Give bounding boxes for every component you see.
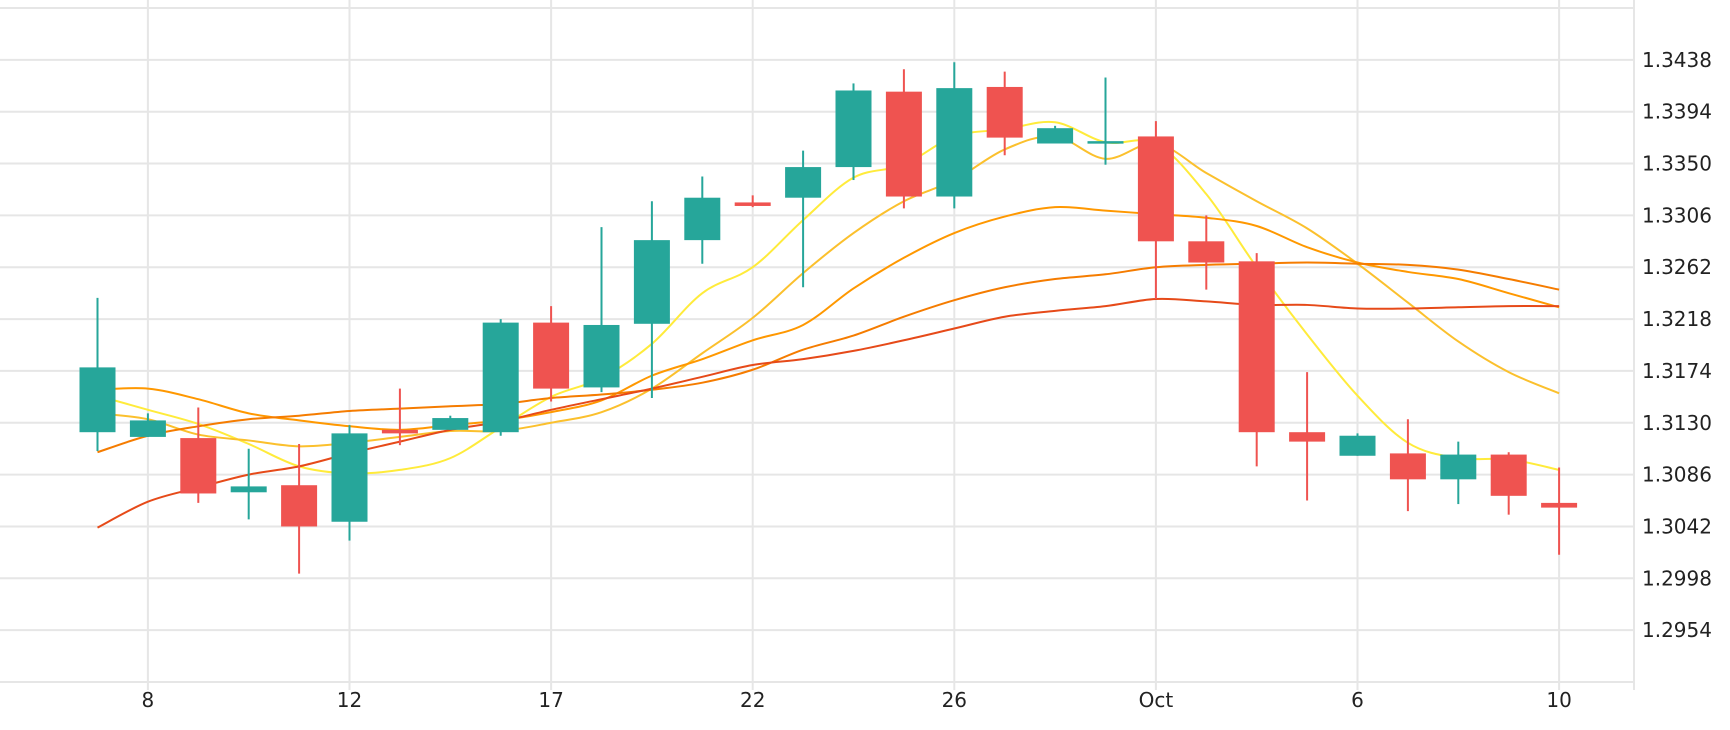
candle (281, 443, 318, 574)
x-tick-label: 26 (942, 688, 967, 712)
candle (684, 176, 721, 264)
candle (1289, 372, 1326, 501)
y-tick-label: 1.3174 (1642, 359, 1712, 383)
candle (533, 306, 570, 402)
candle-body-up (785, 167, 822, 198)
candle-body-down (1389, 453, 1426, 480)
candle-body-up (1440, 454, 1477, 480)
moving-averages (97, 120, 1560, 529)
x-tick-label: Oct (1139, 688, 1174, 712)
candle-body-up (835, 90, 872, 168)
x-tick-label: 10 (1546, 688, 1571, 712)
y-tick-label: 1.3262 (1642, 255, 1712, 279)
candle-body-down (1137, 136, 1174, 242)
candle (129, 413, 166, 437)
candle (1490, 452, 1527, 515)
candle (331, 425, 368, 541)
moving-average-line-1 (97, 120, 1560, 475)
candle (1087, 77, 1124, 165)
candle-body-down (381, 429, 418, 434)
moving-average-line-3 (97, 205, 1560, 431)
candle (986, 71, 1023, 156)
candle-body-up (633, 240, 670, 324)
y-tick-label: 1.3086 (1642, 463, 1712, 487)
y-tick-label: 1.3130 (1642, 411, 1712, 435)
y-tick-label: 1.3350 (1642, 152, 1712, 176)
candle-body-up (129, 420, 166, 437)
candle (230, 448, 267, 520)
x-tick-label: 22 (740, 688, 765, 712)
y-tick-label: 1.2954 (1642, 618, 1712, 642)
candle-body-down (533, 322, 570, 389)
x-tick-label: 12 (337, 688, 362, 712)
axes: 1.3438 1.3394 1.3350 1.3306 1.3262 1.3218 1.31… (0, 0, 1712, 712)
y-tick-label: 1.2998 (1642, 566, 1712, 590)
candle (1440, 441, 1477, 505)
y-tick-label: 1.3042 (1642, 514, 1712, 538)
candle-body-down (1238, 261, 1275, 433)
candle (885, 69, 922, 209)
candle (1339, 433, 1376, 456)
candle (180, 407, 217, 503)
candle-body-up (230, 486, 267, 493)
candle (734, 195, 771, 208)
candle (936, 62, 973, 209)
y-tick-label: 1.3218 (1642, 307, 1712, 331)
candle (835, 83, 872, 181)
y-tick-label: 1.3306 (1642, 203, 1712, 227)
candle-body-up (79, 367, 116, 433)
x-tick-label: 8 (142, 688, 155, 712)
candle-body-up (482, 322, 519, 433)
candle-body-up (432, 418, 469, 430)
candle-body-down (281, 485, 318, 527)
x-tick-label: 6 (1351, 688, 1364, 712)
x-tick-label: 17 (538, 688, 563, 712)
candle (1238, 253, 1275, 467)
grid (0, 0, 1634, 683)
candle-body-up (1037, 128, 1074, 144)
candle-body-down (180, 438, 217, 494)
candle-body-down (734, 202, 771, 206)
candle (785, 150, 822, 288)
candle-body-down (1289, 432, 1326, 442)
y-tick-label: 1.3438 (1642, 48, 1712, 72)
candle (79, 297, 116, 452)
y-tick-label: 1.3394 (1642, 100, 1712, 124)
candle (1188, 215, 1225, 290)
candles (79, 62, 1578, 574)
candle-body-up (583, 324, 620, 388)
moving-average-line-4 (97, 261, 1560, 454)
candle (1037, 125, 1074, 144)
candle (1137, 121, 1174, 300)
candle-body-down (1188, 241, 1225, 263)
candle-body-up (1087, 141, 1124, 144)
candle (1541, 467, 1578, 555)
candle-body-up (1339, 435, 1376, 456)
candle (432, 415, 469, 430)
moving-average-line-2 (97, 135, 1560, 448)
candle-body-up (684, 197, 721, 241)
candle-body-down (1490, 454, 1527, 496)
candle (482, 319, 519, 436)
candle (633, 201, 670, 399)
candle-body-down (885, 91, 922, 197)
candle-body-up (936, 88, 973, 197)
candle (381, 388, 418, 446)
candle (1389, 419, 1426, 512)
candle-body-up (331, 433, 368, 522)
candle-body-down (986, 86, 1023, 138)
candle (583, 227, 620, 393)
candle-body-down (1541, 502, 1578, 508)
